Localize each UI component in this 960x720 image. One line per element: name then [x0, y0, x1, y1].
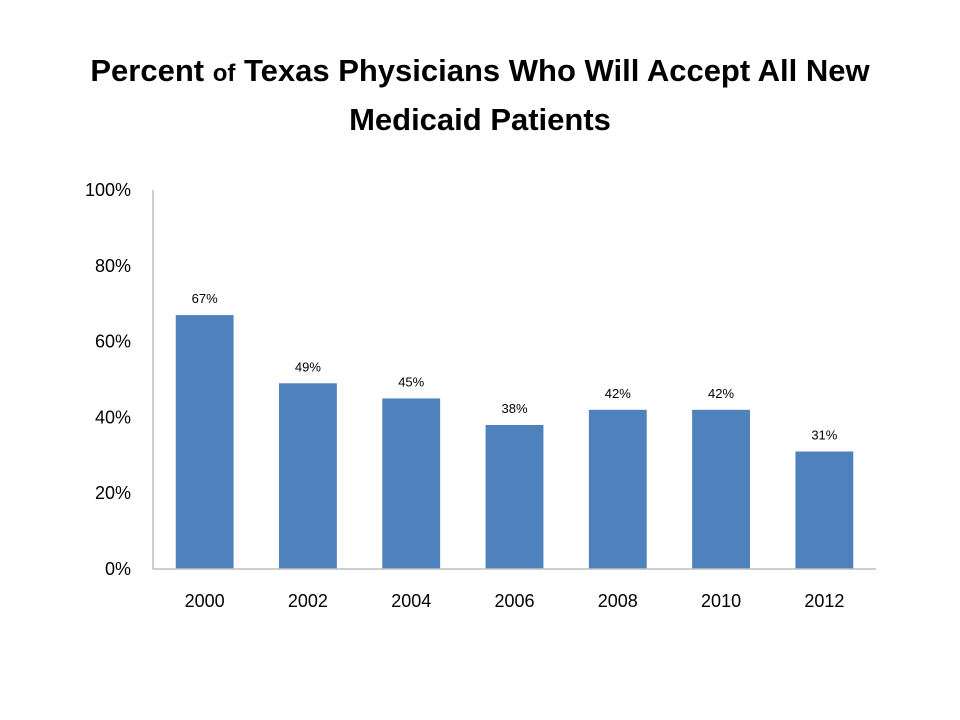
data-label: 38%	[501, 401, 527, 416]
title-part-2: of	[212, 60, 236, 87]
bar	[692, 409, 750, 569]
category-label: 2008	[598, 591, 638, 611]
axes	[152, 190, 876, 570]
data-label: 67%	[192, 291, 218, 306]
chart-title-line-1: Percent of Texas Physicians Who Will Acc…	[40, 48, 920, 97]
y-tick-label: 100%	[85, 180, 131, 200]
title-part-1: Percent	[90, 53, 213, 88]
bar	[588, 409, 647, 569]
category-label: 2002	[288, 591, 328, 611]
category-label: 2000	[185, 591, 225, 611]
category-label: 2012	[804, 591, 844, 611]
y-tick-label: 60%	[95, 332, 131, 352]
y-tick-label: 40%	[95, 407, 131, 427]
y-tick-label: 20%	[95, 483, 131, 503]
bar	[279, 383, 337, 569]
bar	[795, 451, 854, 569]
category-label: 2010	[701, 591, 741, 611]
y-axis-tick-labels: 0% 20% 40% 60% 80% 100%	[85, 180, 131, 579]
bar	[485, 424, 544, 569]
data-label: 42%	[605, 386, 631, 401]
data-label: 31%	[811, 428, 837, 443]
chart-title: Percent of Texas Physicians Who Will Acc…	[40, 48, 920, 143]
title-part-3: Texas Physicians Who Will Accept All New	[235, 53, 870, 88]
y-tick-label: 0%	[105, 559, 131, 579]
category-label: 2004	[391, 591, 431, 611]
bar	[382, 398, 441, 569]
category-label: 2006	[494, 591, 534, 611]
data-label: 45%	[398, 374, 424, 389]
chart-title-line-2: Medicaid Patients	[349, 102, 611, 137]
data-labels: 67% 49% 45% 38% 42% 42% 31%	[192, 291, 838, 442]
data-label: 42%	[708, 386, 734, 401]
data-label: 49%	[295, 359, 321, 374]
bar	[175, 315, 234, 569]
x-axis-category-labels: 2000 2002 2004 2006 2008 2010 2012	[185, 591, 845, 611]
bars	[175, 315, 854, 569]
y-tick-label: 80%	[95, 256, 131, 276]
